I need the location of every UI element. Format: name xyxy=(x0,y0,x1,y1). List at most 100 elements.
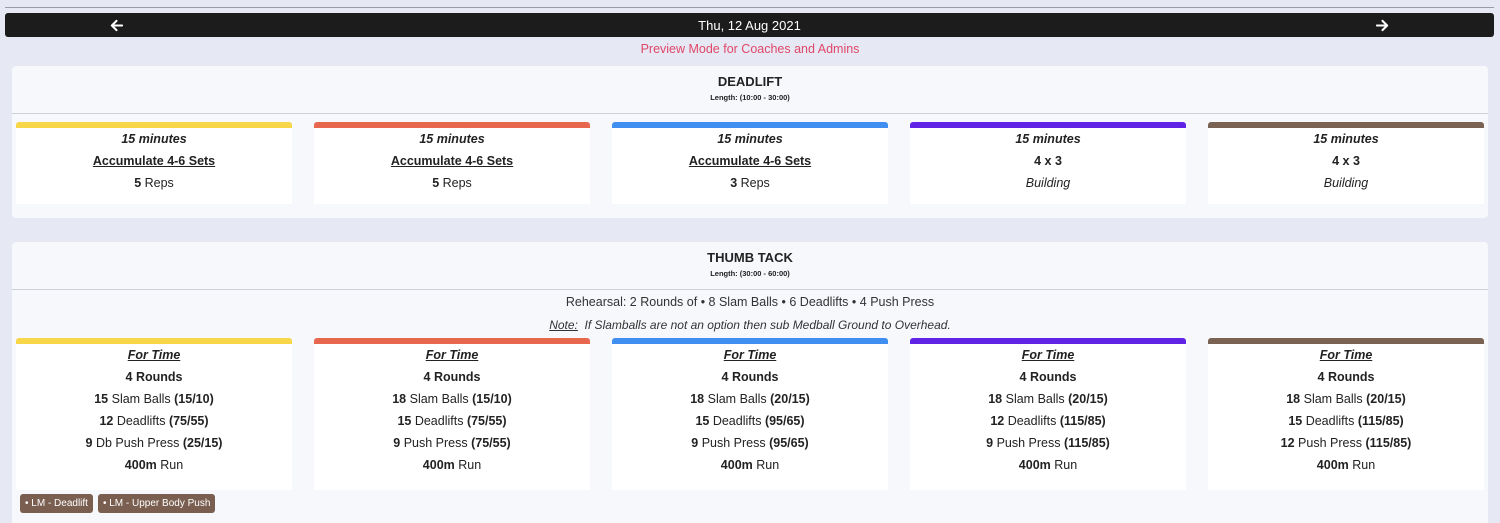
track-card[interactable]: 15 minutes 4 x 3 Building xyxy=(1208,122,1484,204)
card-movement: 15 Deadlifts (115/85) xyxy=(1208,410,1484,432)
track-card[interactable]: For Time 4 Rounds 18 Slam Balls (20/15) … xyxy=(612,338,888,490)
run-distance: 400m xyxy=(1018,458,1051,472)
movement-reps: 12 xyxy=(990,414,1005,428)
rehearsal-count: 4 xyxy=(859,295,867,309)
card-reps: 5 Reps xyxy=(16,172,292,194)
card-format: For Time xyxy=(425,348,479,362)
movement-name: Slam Balls xyxy=(1300,392,1367,406)
movement-load: (115/85) xyxy=(1059,414,1106,428)
arrow-left-icon xyxy=(110,19,123,31)
card-scheme: Accumulate 4-6 Sets xyxy=(390,154,514,168)
movement-name: Slam Balls xyxy=(406,392,473,406)
rehearsal-line: Rehearsal: 2 Rounds of • 8 Slam Balls • … xyxy=(12,295,1488,309)
reps-number: 5 xyxy=(432,176,440,190)
movement-reps: 9 xyxy=(85,436,93,450)
card-scheme: 4 x 3 xyxy=(1332,154,1360,168)
card-duration: 15 minutes xyxy=(419,132,485,146)
movement-load: (75/55) xyxy=(168,414,209,428)
movement-name: Db Push Press xyxy=(92,436,183,450)
track-card[interactable]: For Time 4 Rounds 18 Slam Balls (20/15) … xyxy=(1208,338,1484,490)
arrow-right-icon xyxy=(1375,19,1388,31)
movement-load: (115/85) xyxy=(1063,436,1110,450)
track-card[interactable]: 15 minutes Accumulate 4-6 Sets 5 Reps xyxy=(16,122,292,204)
run-label: Run xyxy=(454,458,482,472)
card-run: 400m Run xyxy=(1208,454,1484,476)
movement-name: Deadlifts xyxy=(1004,414,1060,428)
section-title: THUMB TACK xyxy=(707,250,793,265)
card-movement: 18 Slam Balls (20/15) xyxy=(612,388,888,410)
movement-name: Deadlifts xyxy=(113,414,169,428)
rehearsal-count: 8 xyxy=(708,295,716,309)
run-distance: 400m xyxy=(720,458,753,472)
preview-mode-notice: Preview Mode for Coaches and Admins xyxy=(640,42,860,56)
movement-name: Push Press xyxy=(400,436,472,450)
current-date: Thu, 12 Aug 2021 xyxy=(698,17,801,33)
tag-lm-upper-body-push[interactable]: • LM - Upper Body Push xyxy=(97,494,216,513)
movement-reps: 15 xyxy=(94,392,109,406)
movement-load: (15/10) xyxy=(174,392,214,406)
card-format: For Time xyxy=(127,348,181,362)
movement-name: Slam Balls xyxy=(704,392,771,406)
movement-reps: 12 xyxy=(99,414,114,428)
card-format: For Time xyxy=(1021,348,1075,362)
rehearsal-count: 6 xyxy=(789,295,797,309)
card-building: Building xyxy=(1025,176,1071,190)
card-movement: 9 Push Press (75/55) xyxy=(314,432,590,454)
previous-day-button[interactable] xyxy=(101,13,131,37)
rehearsal-item: • 6 Deadlifts xyxy=(781,295,849,309)
movement-reps: 18 xyxy=(988,392,1003,406)
card-run: 400m Run xyxy=(16,454,292,476)
movement-reps: 18 xyxy=(392,392,407,406)
section-thumb-tack: THUMB TACK Length: (30:00 - 60:00) Rehea… xyxy=(12,242,1488,523)
movement-load: (95/65) xyxy=(769,436,809,450)
track-card[interactable]: 15 minutes Accumulate 4-6 Sets 5 Reps xyxy=(314,122,590,204)
track-card[interactable]: 15 minutes Accumulate 4-6 Sets 3 Reps xyxy=(612,122,888,204)
date-navigation-bar: Thu, 12 Aug 2021 xyxy=(5,13,1494,37)
movement-load: (115/85) xyxy=(1357,414,1404,428)
card-movement: 9 Push Press (115/85) xyxy=(910,432,1186,454)
run-label: Run xyxy=(156,458,184,472)
movement-reps: 15 xyxy=(1288,414,1303,428)
movement-reps: 9 xyxy=(691,436,699,450)
movement-name: Push Press xyxy=(698,436,770,450)
track-card[interactable]: For Time 4 Rounds 15 Slam Balls (15/10) … xyxy=(16,338,292,490)
movement-load: (95/65) xyxy=(764,414,805,428)
movement-tags: • LM - Deadlift • LM - Upper Body Push xyxy=(20,494,216,513)
track-cards: 15 minutes Accumulate 4-6 Sets 5 Reps 15… xyxy=(16,122,1484,204)
rehearsal-prefix: Rehearsal: 2 Rounds of xyxy=(565,295,701,309)
section-title: DEADLIFT xyxy=(717,74,783,89)
card-scheme: Accumulate 4-6 Sets xyxy=(92,154,216,168)
card-run: 400m Run xyxy=(910,454,1186,476)
movement-load: (75/55) xyxy=(471,436,511,450)
run-distance: 400m xyxy=(1316,458,1349,472)
card-movement: 12 Push Press (115/85) xyxy=(1208,432,1484,454)
run-label: Run xyxy=(752,458,780,472)
movement-load: (15/10) xyxy=(472,392,512,406)
card-rounds: 4 Rounds xyxy=(1317,370,1375,384)
card-duration: 15 minutes xyxy=(121,132,187,146)
card-reps: 5 Reps xyxy=(314,172,590,194)
section-length: Length: (30:00 - 60:00) xyxy=(710,269,790,278)
reps-number: 3 xyxy=(730,176,738,190)
card-movement: 18 Slam Balls (20/15) xyxy=(1208,388,1484,410)
movement-reps: 12 xyxy=(1280,436,1295,450)
card-scheme: Accumulate 4-6 Sets xyxy=(688,154,812,168)
run-distance: 400m xyxy=(124,458,157,472)
track-card[interactable]: 15 minutes 4 x 3 Building xyxy=(910,122,1186,204)
card-rounds: 4 Rounds xyxy=(721,370,779,384)
tag-lm-deadlift[interactable]: • LM - Deadlift xyxy=(20,494,93,513)
movement-reps: 15 xyxy=(397,414,412,428)
top-divider xyxy=(5,7,1494,8)
movement-load: (115/85) xyxy=(1365,436,1412,450)
card-building: Building xyxy=(1323,176,1369,190)
card-format: For Time xyxy=(1319,348,1373,362)
track-card[interactable]: For Time 4 Rounds 18 Slam Balls (20/15) … xyxy=(910,338,1186,490)
run-label: Run xyxy=(1348,458,1376,472)
movement-name: Deadlifts xyxy=(411,414,467,428)
track-cards: For Time 4 Rounds 15 Slam Balls (15/10) … xyxy=(16,338,1484,490)
next-day-button[interactable] xyxy=(1367,13,1397,37)
run-distance: 400m xyxy=(422,458,455,472)
movement-reps: 15 xyxy=(695,414,710,428)
track-card[interactable]: For Time 4 Rounds 18 Slam Balls (15/10) … xyxy=(314,338,590,490)
rehearsal-item: • 4 Push Press xyxy=(851,295,935,309)
